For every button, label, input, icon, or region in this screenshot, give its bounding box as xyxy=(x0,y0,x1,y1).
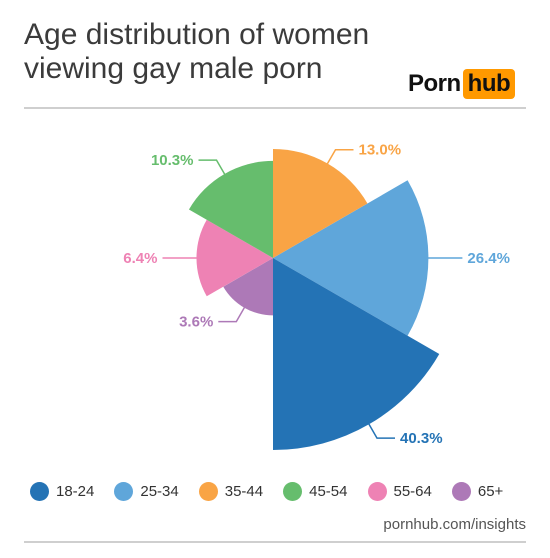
pornhub-logo: Porn hub xyxy=(408,68,516,100)
source-link[interactable]: pornhub.com/insights xyxy=(383,516,526,533)
data-label-45-54: 10.3% xyxy=(151,152,194,169)
legend-item-18-24: 18-24 xyxy=(30,481,95,501)
legend-swatch-65+ xyxy=(451,481,471,501)
legend-label-45-54: 45-54 xyxy=(309,482,348,500)
leader-line-35-44 xyxy=(324,148,354,168)
leader-line-65+ xyxy=(218,303,247,323)
slice-45-54 xyxy=(188,160,273,258)
logo-text-hub: hub xyxy=(462,69,516,99)
legend-item-25-34: 25-34 xyxy=(114,481,179,501)
slice-65+ xyxy=(223,258,273,316)
legend-label-18-24: 18-24 xyxy=(56,482,95,500)
slice-55-64 xyxy=(196,219,273,297)
legend-item-35-44: 35-44 xyxy=(198,481,264,501)
logo-text-porn: Porn xyxy=(408,70,461,97)
chart-legend: 18-24 25-34 35-44 45-54 55-64 65+ xyxy=(30,478,530,504)
legend-item-55-64: 55-64 xyxy=(367,481,432,501)
legend-label-25-34: 25-34 xyxy=(140,482,179,500)
leader-line-45-54 xyxy=(198,159,228,178)
legend-swatch-35-44 xyxy=(198,481,218,501)
chart-title: Age distribution of women viewing gay ma… xyxy=(24,18,404,86)
leader-line-18-24 xyxy=(366,420,395,439)
slice-18-24 xyxy=(273,258,440,450)
data-label-25-34: 26.4% xyxy=(467,250,510,267)
legend-label-65+: 65+ xyxy=(477,482,504,500)
title-line-2: viewing gay male porn xyxy=(24,52,323,85)
title-line-1: Age distribution of women xyxy=(24,18,370,51)
legend-swatch-25-34 xyxy=(114,481,134,501)
legend-item-65+: 65+ xyxy=(451,481,504,501)
legend-label-35-44: 35-44 xyxy=(224,482,264,500)
data-label-65+: 3.6% xyxy=(179,314,213,331)
data-label-55-64: 6.4% xyxy=(123,250,157,267)
legend-item-45-54: 45-54 xyxy=(283,481,348,501)
data-label-35-44: 13.0% xyxy=(359,142,402,159)
data-label-18-24: 40.3% xyxy=(400,430,443,447)
legend-label-55-64: 55-64 xyxy=(393,482,432,500)
legend-swatch-18-24 xyxy=(30,481,49,501)
legend-swatch-45-54 xyxy=(283,481,303,501)
slice-35-44 xyxy=(273,148,368,258)
footer-divider xyxy=(24,541,526,543)
legend-swatch-55-64 xyxy=(367,481,387,501)
slice-25-34 xyxy=(273,180,429,336)
header-divider xyxy=(24,107,526,109)
polar-area-chart: 26.4% 40.3% 3.6% 6.4% 10.3% 13.0% xyxy=(123,142,510,450)
